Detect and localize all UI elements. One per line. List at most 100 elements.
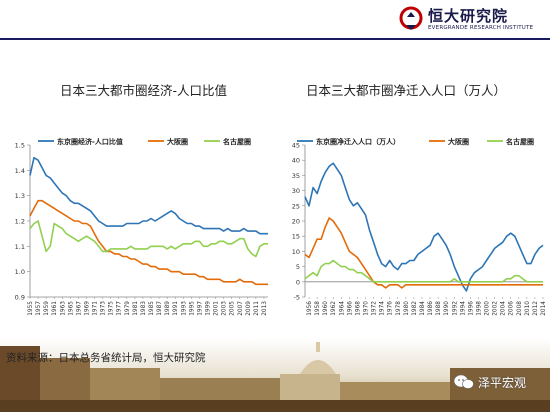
x-tick-label: 1979 (125, 301, 131, 316)
x-tick-label: 1974 (380, 301, 386, 316)
x-tick-label: 1990 (444, 301, 450, 316)
y-tick-label: 10 (292, 248, 300, 256)
x-tick-label: 1961 (52, 301, 58, 316)
x-tick-label: 2001 (214, 301, 220, 316)
x-tick-label: 1983 (141, 301, 147, 316)
watermark-text: 泽平宏观 (478, 376, 527, 390)
y-tick-label: 1.0 (15, 268, 25, 276)
y-tick-label: 30 (292, 187, 300, 195)
y-tick-label: 35 (292, 172, 300, 180)
y-tick-label: 15 (292, 233, 300, 241)
x-tick-label: 1972 (372, 301, 378, 316)
x-tick-label: 1986 (428, 301, 434, 316)
y-tick-label: 1.2 (15, 218, 25, 226)
legend-label: 东京圈净迁入人口（万人） (316, 137, 400, 146)
y-tick-label: 1.3 (15, 192, 25, 200)
x-tick-label: 1963 (60, 301, 66, 316)
legend-label: 东京圈经济-人口比值 (57, 137, 123, 146)
logo-mark-icon (399, 6, 423, 30)
left-chart-title: 日本三大都市圈经济-人口比值 (60, 83, 228, 98)
x-tick-label: 2011 (254, 301, 260, 316)
x-tick-label: 1977 (117, 301, 123, 316)
logo-english-name: EVERGRANDE RESEARCH INSTITUTE (428, 25, 534, 31)
x-tick-label: 1993 (181, 301, 187, 316)
y-tick-label: 45 (292, 142, 300, 150)
x-tick-label: 2009 (246, 301, 252, 316)
x-tick-label: 2012 (533, 301, 539, 316)
x-tick-label: 1992 (452, 301, 458, 316)
x-tick-label: 1970 (364, 301, 370, 316)
x-tick-label: 1995 (189, 301, 195, 316)
y-tick-label: 1.1 (15, 243, 25, 251)
x-tick-label: 1982 (412, 301, 418, 316)
x-tick-label: 1964 (339, 301, 345, 316)
x-tick-label: 1994 (460, 301, 466, 316)
x-tick-label: 2006 (509, 301, 515, 316)
report-header: 恒大研究院 EVERGRANDE RESEARCH INSTITUTE (0, 0, 550, 40)
x-tick-label: 1991 (173, 301, 179, 316)
x-tick-label: 1981 (133, 301, 139, 316)
x-tick-label: 2007 (238, 301, 244, 316)
x-tick-label: 1980 (404, 301, 410, 316)
right-chart-title: 日本三大都市圈净迁入人口（万人） (306, 83, 507, 98)
x-tick-label: 2013 (262, 301, 268, 316)
x-tick-label: 2000 (485, 301, 491, 316)
x-tick-label: 2004 (501, 301, 507, 316)
y-tick-label: -5 (294, 294, 300, 302)
x-tick-label: 2003 (222, 301, 228, 316)
y-tick-label: 20 (292, 218, 300, 226)
x-tick-label: 1999 (205, 301, 211, 316)
x-tick-label: 1989 (165, 301, 171, 316)
logo-chinese-name: 恒大研究院 (428, 7, 509, 25)
x-tick-label: 1968 (355, 301, 361, 316)
x-tick-label: 1975 (109, 301, 115, 316)
x-tick-label: 1998 (476, 301, 482, 316)
x-tick-label: 1978 (396, 301, 402, 316)
y-tick-label: 0 (296, 278, 300, 286)
series-line-2 (29, 199, 268, 286)
x-tick-label: 1967 (76, 301, 82, 316)
x-tick-label: 1955 (28, 301, 34, 316)
y-tick-label: 40 (292, 157, 300, 165)
x-tick-label: 2008 (517, 301, 523, 316)
x-tick-label: 1984 (420, 301, 426, 316)
series-line-2 (304, 217, 543, 289)
right-chart: -5 0 5 10 15 20 25 30 35 40 45 1956 1958 1960 1962 1964… (292, 137, 547, 316)
x-tick-label: 1997 (197, 301, 203, 316)
city-skyline-photo (0, 338, 550, 412)
x-tick-label: 2010 (525, 301, 531, 316)
wechat-watermark: 泽平宏观 (454, 372, 550, 392)
x-tick-label: 2014 (541, 301, 547, 316)
x-tick-label: 1965 (68, 301, 74, 316)
x-tick-label: 1976 (388, 301, 394, 316)
legend-label: 名古屋圈 (506, 137, 534, 146)
x-tick-label: 1988 (436, 301, 442, 316)
legend-label: 名古屋圈 (223, 137, 251, 146)
x-tick-label: 1971 (93, 301, 99, 316)
x-tick-label: 1956 (307, 301, 313, 316)
x-tick-label: 1987 (157, 301, 163, 316)
legend-label: 大阪圈 (448, 137, 469, 146)
header-rule (0, 38, 550, 40)
x-tick-label: 1985 (149, 301, 155, 316)
series-line-1 (29, 156, 268, 235)
evergrande-logo: 恒大研究院 EVERGRANDE RESEARCH INSTITUTE (398, 6, 540, 36)
x-tick-label: 2005 (230, 301, 236, 316)
wechat-icon (454, 374, 474, 389)
y-tick-label: 1.4 (15, 167, 25, 175)
x-tick-label: 1957 (36, 301, 42, 316)
x-tick-label: 2002 (493, 301, 499, 316)
x-tick-label: 1996 (468, 301, 474, 316)
series-line-3 (29, 220, 268, 258)
x-tick-label: 1969 (84, 301, 90, 316)
y-tick-label: 5 (296, 263, 300, 271)
x-tick-label: 1959 (44, 301, 50, 316)
x-tick-label: 1973 (101, 301, 107, 316)
series-line-1 (304, 162, 544, 292)
x-tick-label: 1960 (323, 301, 329, 316)
y-tick-label: 0.9 (15, 294, 25, 302)
x-tick-label: 1958 (315, 301, 321, 316)
x-tick-label: 1966 (347, 301, 353, 316)
y-tick-label: 1.5 (15, 142, 25, 150)
